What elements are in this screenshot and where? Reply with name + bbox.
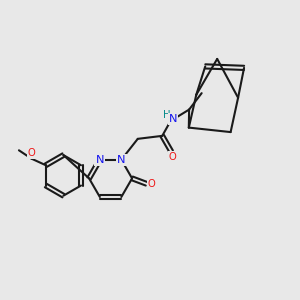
Text: O: O <box>28 148 35 158</box>
Text: N: N <box>169 114 177 124</box>
Text: O: O <box>148 179 156 189</box>
Text: O: O <box>169 152 177 162</box>
Text: H: H <box>163 110 171 120</box>
Text: N: N <box>96 155 104 165</box>
Text: N: N <box>117 155 126 165</box>
